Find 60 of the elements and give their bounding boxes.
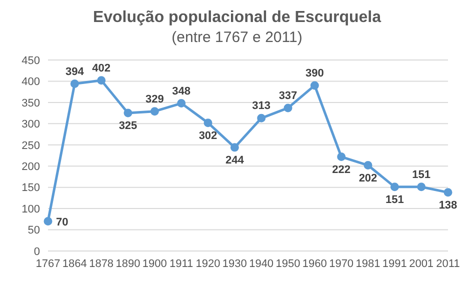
x-tick-label: 1890 <box>116 258 140 270</box>
data-label: 337 <box>278 90 298 102</box>
data-label: 151 <box>412 168 431 181</box>
x-tick-label: 1878 <box>89 258 114 270</box>
y-tick-label: 450 <box>22 54 40 67</box>
point <box>417 182 426 192</box>
y-tick-label: 150 <box>22 182 40 194</box>
data-label: 313 <box>252 100 271 112</box>
x-tick-label: 1970 <box>329 258 354 270</box>
data-label: 202 <box>358 172 378 184</box>
point <box>230 143 239 152</box>
x-tick-label: 1864 <box>62 258 87 270</box>
data-label: 348 <box>172 85 191 98</box>
y-tick-label: 50 <box>28 224 40 237</box>
data-label: 138 <box>438 199 458 212</box>
x-tick-label: 1940 <box>249 258 274 270</box>
point <box>97 76 106 85</box>
point <box>44 217 52 226</box>
point <box>124 108 132 118</box>
data-label: 244 <box>225 154 245 166</box>
data-label: 329 <box>145 93 164 106</box>
x-tick-label: 1991 <box>382 258 407 270</box>
data-label: 222 <box>332 164 351 176</box>
data-label: 325 <box>118 120 138 132</box>
chart-title: Evolução populacional de Escurquela <box>92 8 382 28</box>
x-tick-label: 1960 <box>302 258 327 270</box>
x-tick-label: 1920 <box>196 258 220 270</box>
x-tick-label: 1981 <box>356 258 380 270</box>
point <box>177 99 186 108</box>
point <box>337 152 346 162</box>
point <box>257 114 266 122</box>
data-label: 70 <box>56 216 68 228</box>
x-tick-label: 1767 <box>36 258 60 270</box>
point <box>390 182 399 192</box>
x-tick-label: 1900 <box>142 258 167 270</box>
x-tick-label: 1911 <box>170 258 194 270</box>
data-label: 390 <box>305 67 324 80</box>
point <box>284 104 292 112</box>
y-tick-label: 300 <box>22 118 40 131</box>
data-label: 402 <box>92 62 111 74</box>
point <box>310 81 319 90</box>
point <box>150 107 159 116</box>
y-tick-label: 100 <box>22 203 40 216</box>
x-tick-label: 2011 <box>436 258 460 270</box>
point <box>204 118 212 128</box>
y-tick-label: 200 <box>22 161 40 174</box>
point <box>444 188 452 197</box>
point <box>364 161 372 170</box>
data-label: 394 <box>65 66 85 78</box>
x-tick-label: 1930 <box>222 258 247 270</box>
y-tick-label: 0 <box>34 246 40 258</box>
data-label: 302 <box>198 130 218 142</box>
chart-subtitle: (entre 1767 e 2011) <box>170 28 304 48</box>
x-tick-label: 1950 <box>276 258 300 270</box>
y-tick-label: 250 <box>22 140 40 152</box>
point <box>70 80 79 88</box>
y-tick-label: 400 <box>22 76 40 88</box>
y-tick-label: 350 <box>22 97 40 110</box>
data-label: 151 <box>385 194 404 206</box>
x-tick-label: 2001 <box>409 258 434 270</box>
